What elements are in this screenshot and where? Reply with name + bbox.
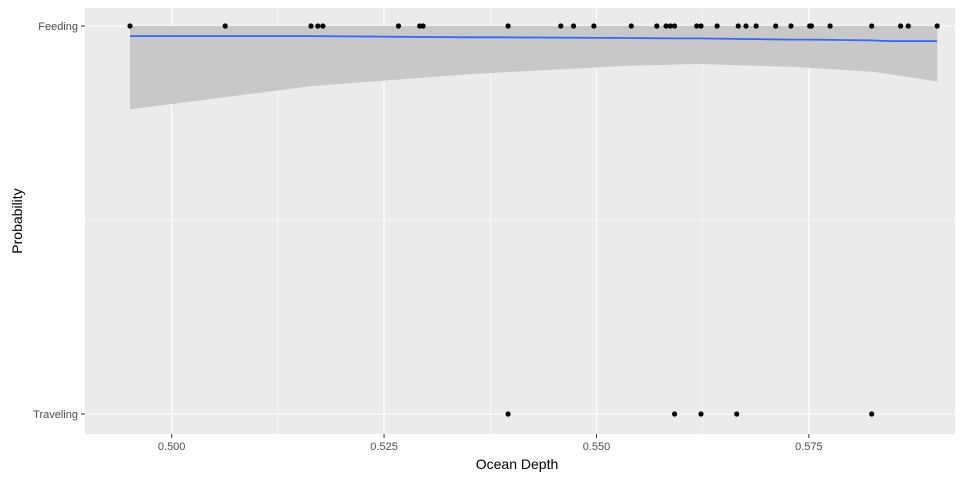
point-feeding <box>320 23 326 29</box>
x-tick-label: 0.525 <box>370 441 398 453</box>
point-traveling <box>698 411 704 417</box>
point-feeding <box>808 23 815 29</box>
point-feeding <box>735 23 741 29</box>
smooth-line <box>130 35 938 42</box>
points <box>127 23 940 417</box>
point-feeding <box>714 23 720 29</box>
point-feeding <box>827 23 833 29</box>
x-tick-label: 0.500 <box>158 441 186 453</box>
point-feeding <box>315 23 321 29</box>
point-feeding <box>420 23 426 29</box>
point-feeding <box>570 23 577 29</box>
point-feeding <box>127 23 133 29</box>
confidence-band <box>130 26 938 110</box>
point-traveling <box>869 411 875 417</box>
y-axis-ticks: Feeding Traveling <box>33 21 85 421</box>
point-feeding <box>667 23 674 29</box>
point-feeding <box>773 23 779 29</box>
point-feeding <box>788 23 794 29</box>
y-tick-label: Traveling <box>33 409 78 421</box>
y-axis-title: Probability <box>9 188 25 253</box>
point-feeding <box>672 23 678 29</box>
point-traveling <box>672 411 678 417</box>
smooth-line-path <box>130 35 938 42</box>
y-tick-label: Feeding <box>38 21 78 33</box>
point-feeding <box>558 23 564 29</box>
point-feeding <box>663 23 669 29</box>
point-feeding <box>591 23 597 29</box>
point-feeding <box>395 23 402 29</box>
x-tick-label: 0.550 <box>583 441 611 453</box>
point-traveling <box>734 411 740 417</box>
x-axis-ticks: 0.500 0.525 0.550 0.575 <box>158 434 823 453</box>
point-feeding <box>898 23 904 29</box>
point-feeding <box>934 23 940 29</box>
x-axis-title: Ocean Depth <box>476 456 559 472</box>
point-feeding <box>905 23 911 29</box>
point-traveling <box>505 411 511 417</box>
point-feeding <box>743 23 749 29</box>
confidence-band-area <box>130 26 938 110</box>
point-feeding <box>308 23 314 29</box>
point-feeding <box>222 23 228 29</box>
point-feeding <box>698 23 704 29</box>
x-tick-label: 0.575 <box>795 441 823 453</box>
point-feeding <box>628 23 634 29</box>
point-feeding <box>869 23 875 29</box>
point-feeding <box>505 23 511 29</box>
point-feeding <box>694 23 700 29</box>
point-feeding <box>654 23 660 29</box>
point-feeding <box>753 23 759 29</box>
